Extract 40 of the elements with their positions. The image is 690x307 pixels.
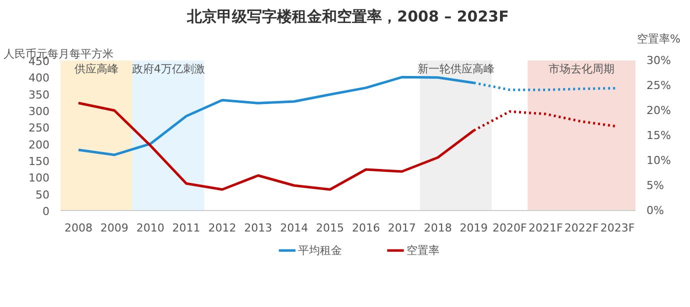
x-tick-label: 2019 xyxy=(460,222,488,234)
x-tick-label: 2008 xyxy=(64,222,92,234)
band-label: 市场去化周期 xyxy=(548,62,615,76)
y2-tick-label: 20% xyxy=(646,104,671,117)
chart-title: 北京甲级写字楼租金和空置率，2008 – 2023F xyxy=(186,8,509,26)
y-tick-label: 100 xyxy=(28,172,50,185)
x-tick-label: 2011 xyxy=(172,222,200,234)
x-tick-label: 2017 xyxy=(388,222,416,234)
y2-tick-label: 0% xyxy=(646,204,664,217)
x-tick-label: 2010 xyxy=(136,222,164,234)
legend-label: 平均租金 xyxy=(298,244,342,257)
band-label: 政府4万亿刺激 xyxy=(132,62,205,76)
y2-tick-label: 5% xyxy=(646,179,664,192)
y-tick-label: 150 xyxy=(28,155,50,168)
x-tick-label: 2020F xyxy=(492,222,527,234)
x-tick-label: 2009 xyxy=(100,222,128,234)
x-tick-label: 2018 xyxy=(424,222,452,234)
x-tick-label: 2016 xyxy=(352,222,380,234)
y-tick-label: 50 xyxy=(36,188,50,202)
x-tick-label: 2015 xyxy=(316,222,344,234)
x-tick-label: 2013 xyxy=(244,222,272,234)
y-tick-label: 350 xyxy=(28,88,50,102)
x-tick-label: 2012 xyxy=(208,222,236,234)
y-tick-label: 200 xyxy=(28,138,50,152)
band-label: 新一轮供应高峰 xyxy=(417,62,494,76)
y2-tick-label: 25% xyxy=(646,79,671,92)
y-tick-label: 0 xyxy=(42,205,50,218)
x-tick-label: 2014 xyxy=(280,222,308,234)
x-tick-label: 2023F xyxy=(600,222,635,234)
y2-tick-label: 15% xyxy=(646,129,671,142)
legend-label: 空置率 xyxy=(406,244,440,257)
y2-axis-title: 空置率% xyxy=(637,32,680,46)
y-tick-label: 250 xyxy=(28,122,50,135)
x-tick-label: 2022F xyxy=(564,222,599,234)
band-label: 供应高峰 xyxy=(74,62,118,76)
y2-tick-label: 10% xyxy=(646,154,671,167)
y-tick-label: 300 xyxy=(28,105,50,118)
y-tick-label: 400 xyxy=(28,72,50,85)
y2-tick-label: 30% xyxy=(646,54,671,67)
x-tick-label: 2021F xyxy=(528,222,563,234)
